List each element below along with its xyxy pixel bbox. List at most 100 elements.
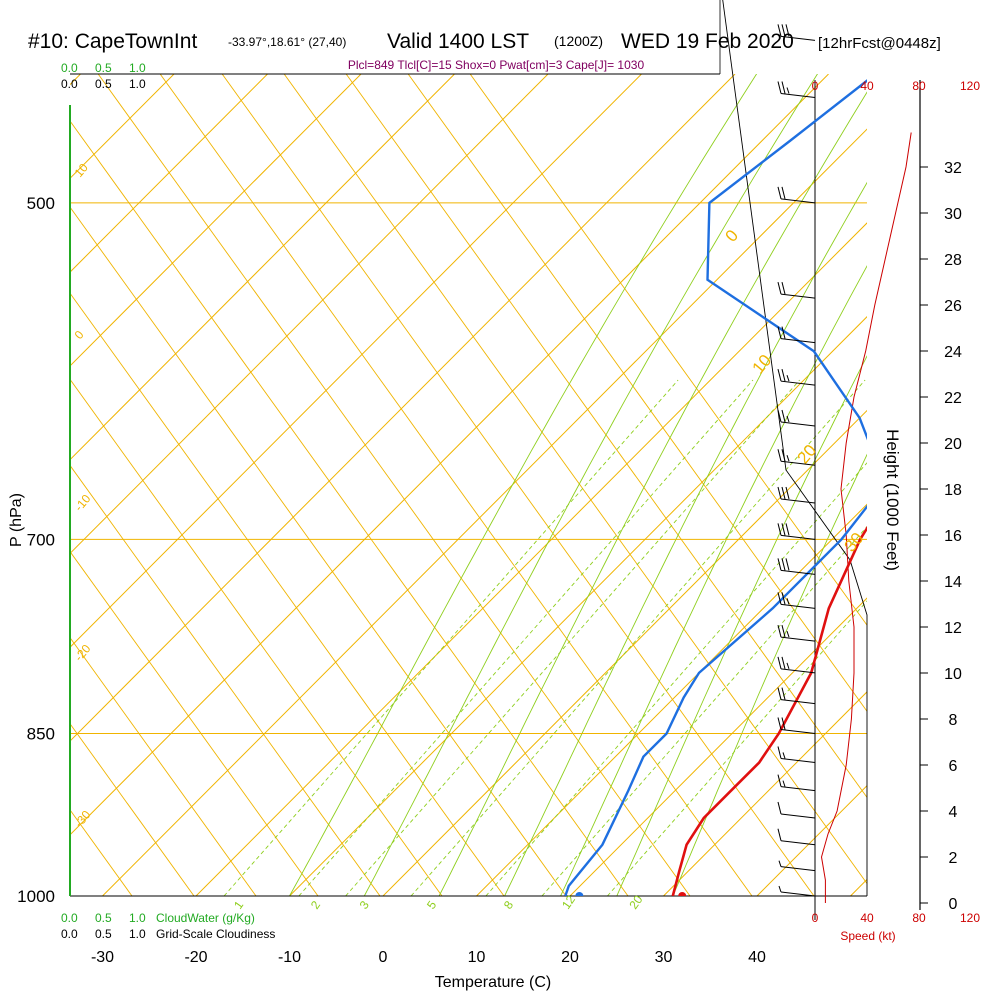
temperature-line	[671, 525, 867, 896]
wind-barb-half-flag	[786, 455, 790, 462]
wind-barb-flag	[781, 717, 786, 730]
dry-adiabat-label: 0	[722, 226, 743, 245]
height-tick-label: 16	[944, 528, 962, 545]
dry-adiabat-line	[70, 809, 133, 896]
moist-adiabat-curve	[616, 355, 867, 896]
height-axis-title: Height (1000 Feet)	[883, 429, 902, 571]
cloudiness-tick-top-0: 0.0	[61, 77, 78, 91]
grid-layer	[0, 0, 867, 896]
cloudwater-tick-1: 0.5	[95, 911, 112, 925]
wind-barb-flag	[781, 24, 786, 37]
wind-barb-flag	[777, 449, 782, 462]
speed-tick-1: 40	[860, 911, 874, 925]
speed-tick-0: 0	[812, 911, 819, 925]
wind-barb-flag	[777, 369, 782, 382]
wind-barb-flag	[777, 81, 782, 94]
wind-barb-flag	[781, 81, 786, 94]
mixing-ratio-label: 3	[357, 898, 372, 912]
wind-barb-staff	[780, 668, 816, 674]
dry-adiabat-line	[0, 0, 8, 896]
wind-barb-flag	[777, 746, 782, 759]
isotherm-line	[850, 878, 867, 896]
wind-barb-flag	[781, 656, 786, 669]
wind-barb-flag	[777, 186, 782, 199]
cloudwater-tick-top-0: 0.0	[61, 61, 78, 75]
x-axis-title: Temperature (C)	[435, 974, 551, 991]
height-tick-label: 22	[944, 390, 962, 407]
dry-adiabat-label: -10	[72, 491, 94, 514]
cloudwater-tick-top-1: 0.5	[95, 61, 112, 75]
cloudiness-tick-0: 0.0	[61, 927, 78, 941]
dry-adiabat-line	[407, 74, 867, 713]
dry-adiabat-line	[70, 206, 567, 896]
hodograph-frame	[722, 0, 868, 896]
speed-tick-top-0: 0	[812, 79, 819, 93]
dry-adiabat-line	[159, 74, 753, 896]
moist-adiabat-curve	[438, 91, 867, 896]
wind-barbs	[777, 24, 816, 897]
wind-barb-staff	[780, 198, 816, 204]
moist-adiabat-curve	[672, 453, 867, 896]
wind-barb-flag	[777, 656, 782, 669]
wind-barb-half-flag	[778, 885, 782, 893]
dry-adiabat-line	[70, 723, 195, 896]
mixing-ratio-line	[410, 379, 866, 896]
mixing-ratio-line	[345, 379, 801, 896]
wind-barb-staff	[780, 757, 816, 763]
mixing-ratio-line	[541, 525, 867, 896]
mixing-ratio-line	[607, 600, 867, 896]
wind-barb-half-flag	[782, 780, 786, 787]
wind-barb-flag	[785, 523, 790, 536]
wind-barb-staff	[780, 866, 816, 872]
wind-barb-staff	[780, 813, 816, 819]
height-tick-label: 18	[944, 482, 962, 499]
wind-barb-half-flag	[778, 860, 782, 867]
isotherm-line	[382, 409, 867, 896]
wind-barb-half-flag	[782, 752, 786, 759]
wind-barb-flag	[777, 282, 782, 295]
mixing-ratio-label: 20	[626, 892, 645, 911]
wind-barb-flag	[781, 592, 786, 605]
wind-barb-flag	[777, 801, 782, 815]
sounding-params: Plcl=849 Tlcl[C]=15 Shox=0 Pwat[cm]=3 Ca…	[348, 58, 645, 72]
wind-barb-flag	[781, 326, 786, 339]
wind-barb-flag	[777, 687, 782, 700]
wind-barb-staff	[780, 92, 816, 98]
isotherm-line	[289, 316, 867, 896]
wind-barb-half-flag	[786, 630, 790, 638]
wind-barb-flag	[781, 409, 786, 423]
cloudiness-title: Grid-Scale Cloudiness	[156, 927, 275, 941]
wind-barb-staff	[780, 460, 816, 466]
dry-adiabat-line	[70, 120, 629, 896]
wind-barb-staff	[780, 35, 816, 41]
wind-barb-half-flag	[786, 598, 790, 605]
height-tick-label: 12	[944, 620, 962, 637]
wind-barb-flag	[777, 24, 782, 37]
isotherm-line	[195, 222, 867, 896]
wind-barb-flag	[781, 449, 786, 462]
surface-temperature-dot	[678, 892, 687, 896]
wind-barb-staff	[780, 840, 816, 846]
sounding-lines	[564, 79, 867, 896]
dry-adiabat-line	[283, 74, 867, 885]
dry-adiabat-line	[70, 636, 257, 896]
height-tick-label: 28	[944, 252, 962, 269]
height-tick-label: 30	[944, 206, 962, 223]
cloudiness-tick-1: 0.5	[95, 927, 112, 941]
wind-barb-staff	[780, 603, 816, 609]
dry-adiabat-line	[70, 895, 71, 896]
surface-dewpoint-dot	[575, 892, 584, 896]
isotherm-line	[70, 74, 642, 648]
valid-date: WED 19 Feb 2020	[621, 30, 794, 53]
forecast-info: [12hrFcst@0448z]	[818, 35, 941, 52]
dry-adiabat-line	[97, 74, 691, 896]
mixing-ratio-line	[298, 379, 754, 896]
wind-barb-staff	[780, 380, 816, 386]
dry-adiabat-line	[345, 74, 867, 799]
wind-barb-staff	[780, 636, 816, 642]
wind-barb-flag	[781, 523, 786, 536]
dewpoint-line	[564, 79, 867, 896]
speed-tick-3: 120	[960, 911, 980, 925]
wind-barb-flag	[777, 558, 782, 571]
height-tick-label: 2	[949, 850, 958, 867]
